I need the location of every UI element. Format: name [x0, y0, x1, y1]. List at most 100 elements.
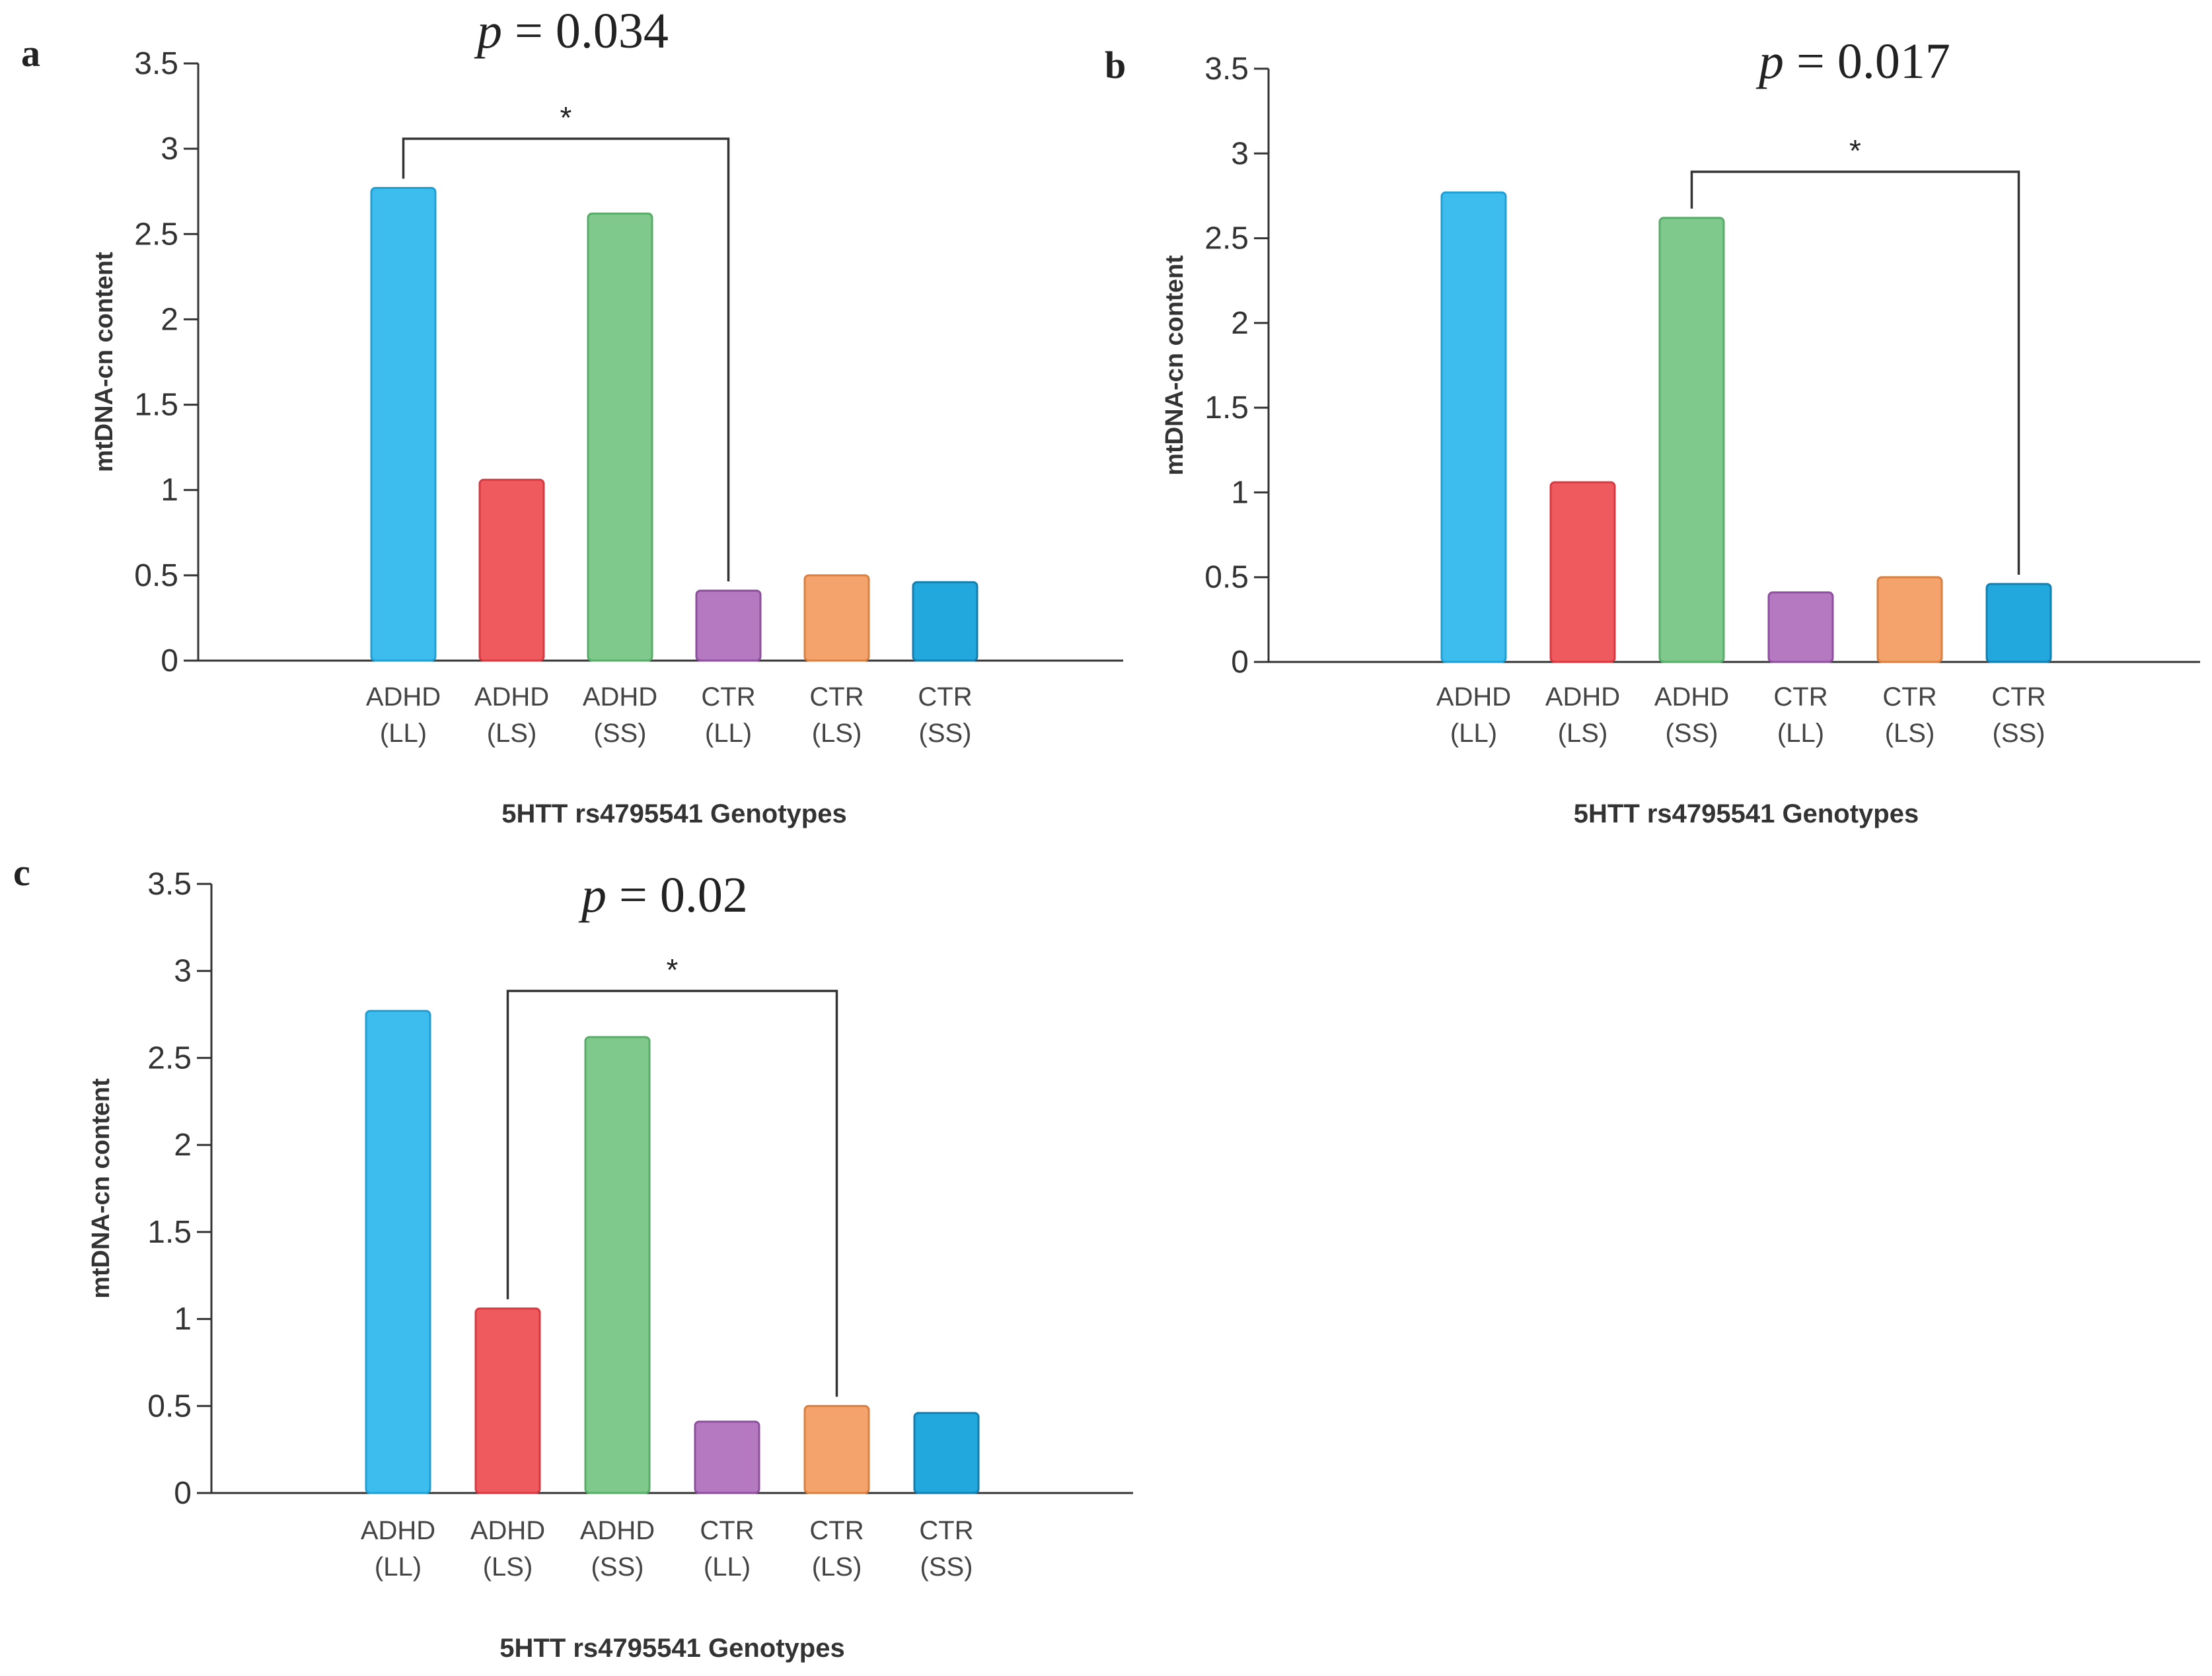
bar-adhd-ls — [1549, 481, 1616, 663]
significance-star: * — [667, 953, 679, 987]
y-tick-label: 0.5 — [147, 1389, 192, 1424]
y-tick-label: 2.5 — [134, 217, 178, 252]
y-tick-label: 0 — [161, 643, 178, 678]
p-value-label: p = 0.034 — [474, 3, 669, 59]
y-tick-label: 0 — [1231, 645, 1249, 680]
x-tick-label-genotype: (LS) — [483, 1552, 533, 1582]
bar-ctr-ll — [1767, 591, 1834, 663]
y-tick-label: 2 — [174, 1128, 192, 1163]
x-tick-label-group: ADHD — [470, 1516, 545, 1545]
x-tick-label-group: CTR — [1773, 682, 1827, 711]
chart-panel-b: b 0 0.5 1 1.5 2 2.5 3 3.5 mtDNA-cn content ADHD (LL… — [1105, 34, 2200, 828]
x-tick-label-group: CTR — [919, 1516, 973, 1545]
y-tick-label: 0.5 — [134, 558, 178, 593]
bar-ctr-ss — [912, 581, 978, 662]
p-symbol: p — [474, 3, 502, 59]
bar-ctr-ss — [1985, 583, 2052, 663]
x-tick-label-group: CTR — [809, 1516, 864, 1545]
y-tick-label: 0 — [174, 1476, 192, 1511]
x-tick-label-genotype: (SS) — [1666, 719, 1718, 748]
bar-adhd-ls — [478, 478, 545, 662]
panel-letter: c — [13, 851, 30, 894]
significance-bracket — [402, 137, 730, 582]
x-tick-label-group: ADHD — [1545, 682, 1620, 711]
x-tick-label-group: CTR — [809, 682, 864, 711]
x-tick-label-genotype: (LL) — [375, 1552, 422, 1582]
y-tick-label: 2.5 — [147, 1040, 192, 1075]
x-tick-label-genotype: (LS) — [1885, 719, 1935, 748]
y-tick-label: 3.5 — [1204, 52, 1249, 87]
x-tick-label-genotype: (SS) — [591, 1552, 644, 1582]
panel-letter: a — [21, 32, 40, 75]
x-tick-label-genotype: (SS) — [594, 719, 647, 748]
x-tick-label-genotype: (LL) — [1777, 719, 1824, 748]
y-tick-label: 3 — [1231, 136, 1249, 171]
x-tick-label-genotype: (LL) — [380, 719, 427, 748]
y-tick-label: 2.5 — [1204, 221, 1249, 256]
x-tick-label-group: ADHD — [583, 682, 657, 711]
p-value-label: p = 0.017 — [1755, 34, 1950, 89]
bar-adhd-ss — [584, 1036, 651, 1494]
x-tick-label-group: ADHD — [366, 682, 441, 711]
x-axis-title: 5HTT rs4795541 Genotypes — [501, 799, 846, 828]
panel-letter: b — [1105, 44, 1126, 87]
x-tick-label-group: ADHD — [474, 682, 549, 711]
x-axis-title: 5HTT rs4795541 Genotypes — [1574, 799, 1919, 828]
y-tick-label: 1.5 — [134, 388, 178, 423]
bar-ctr-ll — [695, 589, 762, 662]
y-tick-label: 2 — [161, 302, 178, 337]
x-tick-label-genotype: (LS) — [487, 719, 537, 748]
y-tick-label: 1 — [1231, 475, 1249, 510]
bar-ctr-ls — [803, 1404, 870, 1494]
p-symbol: p — [578, 867, 607, 923]
significance-bracket — [506, 990, 838, 1397]
x-tick-label-group: ADHD — [1654, 682, 1729, 711]
x-tick-label-group: ADHD — [1436, 682, 1511, 711]
chart-panel-c: c 0 0.5 1 1.5 2 2.5 3 3.5 mtDNA-cn content ADHD (LL… — [13, 851, 1133, 1663]
x-tick-label-group: CTR — [1882, 682, 1936, 711]
x-tick-label-genotype: (LL) — [1450, 719, 1497, 748]
p-value-label: p = 0.02 — [578, 867, 748, 923]
bar-adhd-ss — [587, 212, 653, 662]
x-tick-label-genotype: (SS) — [1993, 719, 2046, 748]
bar-adhd-ss — [1658, 217, 1725, 663]
x-axis-title: 5HTT rs4795541 Genotypes — [499, 1634, 844, 1663]
y-tick-label: 1 — [161, 473, 178, 508]
x-tick-label-group: CTR — [700, 1516, 754, 1545]
x-tick-label-group: ADHD — [361, 1516, 435, 1545]
x-tick-label-group: CTR — [1991, 682, 2046, 711]
bar-adhd-ll — [370, 187, 437, 662]
significance-bracket — [1690, 170, 2020, 575]
x-tick-label-genotype: (LS) — [1558, 719, 1608, 748]
p-symbol: p — [1755, 34, 1784, 89]
x-tick-label-genotype: (LS) — [812, 1552, 862, 1582]
x-tick-label-genotype: (SS) — [920, 1552, 973, 1582]
y-tick-label: 1.5 — [1204, 390, 1249, 425]
p-value-text: = 0.02 — [607, 867, 748, 923]
x-tick-label-group: CTR — [918, 682, 972, 711]
p-value-text: = 0.034 — [502, 3, 669, 59]
x-tick-label-genotype: (LS) — [812, 719, 862, 748]
x-tick-label-group: ADHD — [580, 1516, 655, 1545]
bar-ctr-ls — [803, 574, 870, 662]
y-tick-label: 0.5 — [1204, 560, 1249, 595]
y-tick-label: 3.5 — [147, 867, 192, 902]
chart-panel-a: a 0 0.5 1 1.5 2 2.5 3 3.5 mtDNA-cn content ADHD (LL… — [21, 3, 1123, 828]
y-axis-title: mtDNA-cn content — [87, 1078, 115, 1299]
bar-adhd-ls — [474, 1307, 541, 1494]
bar-adhd-ll — [365, 1009, 431, 1494]
y-axis-title: mtDNA-cn content — [1161, 255, 1189, 476]
x-tick-label-genotype: (LL) — [705, 719, 752, 748]
x-tick-label-genotype: (LL) — [704, 1552, 751, 1582]
p-value-text: = 0.017 — [1784, 34, 1950, 89]
x-tick-label-genotype: (SS) — [919, 719, 972, 748]
bar-ctr-ls — [1876, 576, 1943, 663]
y-tick-label: 3 — [161, 131, 178, 166]
y-tick-label: 3 — [174, 954, 192, 989]
significance-star: * — [1849, 133, 1861, 168]
y-tick-label: 1 — [174, 1302, 192, 1337]
y-tick-label: 2 — [1231, 306, 1249, 341]
y-axis-title: mtDNA-cn content — [91, 252, 118, 472]
x-tick-label-group: CTR — [701, 682, 755, 711]
